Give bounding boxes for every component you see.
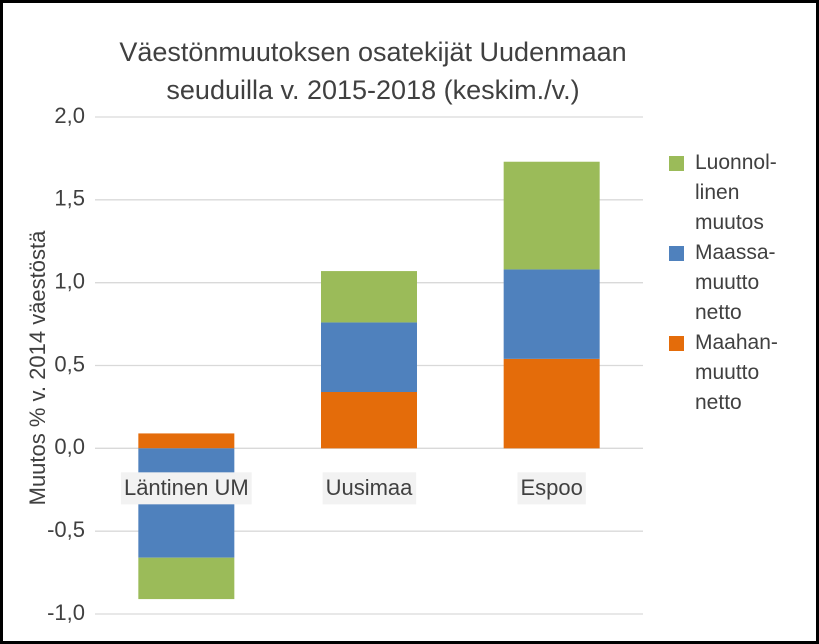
bar [138, 557, 235, 600]
y-tick-label: 1,5 [54, 186, 85, 211]
bar [503, 358, 600, 449]
y-axis-label: Muutos % v. 2014 väestöstä [25, 230, 50, 506]
y-tick-label: 2,0 [54, 103, 85, 128]
bar [503, 269, 600, 359]
bar [321, 271, 417, 323]
y-tick-label: -0,5 [47, 517, 85, 542]
y-tick-label: 0,0 [54, 434, 85, 459]
x-tick-label-bg [120, 472, 252, 505]
bar [321, 322, 417, 393]
legend-swatch [669, 246, 684, 261]
bar [321, 392, 417, 449]
y-tick-label: 1,0 [54, 268, 85, 293]
plot: Muutos % v. 2014 väestöstä -1,0 -0,5 0,0 0,… [25, 103, 643, 625]
x-tick-label-bg [517, 472, 586, 505]
chart-title: Väestönmuutoksen osatekijät Uudenmaan se… [119, 37, 627, 105]
legend-label: Maahan-muutto netto [695, 331, 778, 414]
legend-swatch [669, 336, 684, 351]
y-tick-label: -1,0 [47, 600, 85, 625]
legend-label: Maassa-muutto netto [695, 241, 776, 324]
x-tick-label: Espoo [520, 475, 582, 500]
bar [138, 433, 235, 449]
x-tick-label-bg [322, 472, 417, 505]
x-tick-label: Uusimaa [326, 475, 414, 500]
legend-swatch [669, 156, 684, 171]
x-tick-label: Läntinen UM [124, 475, 249, 500]
bar [503, 161, 600, 270]
legend-label: Luonnol-linen muutos [695, 151, 777, 234]
y-tick-label: 0,5 [54, 351, 85, 376]
